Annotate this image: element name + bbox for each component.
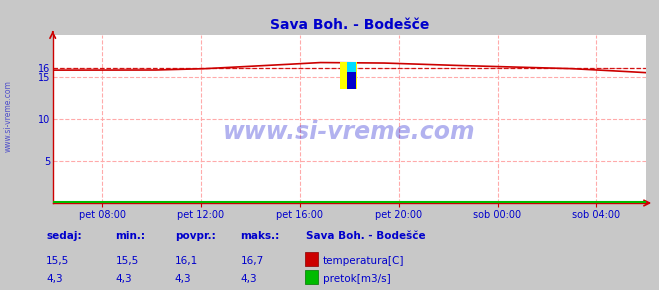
Text: min.:: min.: (115, 231, 146, 241)
Text: 16,1: 16,1 (175, 256, 198, 266)
Text: maks.:: maks.: (241, 231, 280, 241)
Text: Sava Boh. - Bodešče: Sava Boh. - Bodešče (306, 231, 426, 241)
Text: www.si-vreme.com: www.si-vreme.com (4, 80, 13, 152)
Bar (347, 72, 356, 89)
Text: temperatura[C]: temperatura[C] (323, 256, 405, 266)
Bar (347, 62, 356, 89)
Bar (340, 62, 357, 89)
Text: 16,7: 16,7 (241, 256, 264, 266)
Text: 4,3: 4,3 (46, 274, 63, 284)
Text: 4,3: 4,3 (241, 274, 257, 284)
Text: sedaj:: sedaj: (46, 231, 82, 241)
Text: pretok[m3/s]: pretok[m3/s] (323, 274, 391, 284)
Title: Sava Boh. - Bodešče: Sava Boh. - Bodešče (270, 18, 429, 32)
Text: 15,5: 15,5 (46, 256, 69, 266)
Text: 15,5: 15,5 (115, 256, 138, 266)
Text: 4,3: 4,3 (115, 274, 132, 284)
Text: 4,3: 4,3 (175, 274, 191, 284)
Text: povpr.:: povpr.: (175, 231, 215, 241)
Text: www.si-vreme.com: www.si-vreme.com (223, 120, 476, 144)
